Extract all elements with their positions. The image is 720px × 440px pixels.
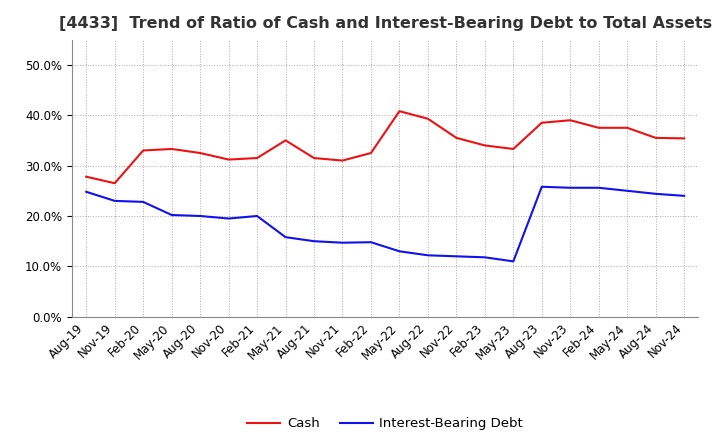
Cash bbox=[566, 117, 575, 123]
Cash bbox=[282, 138, 290, 143]
Cash bbox=[652, 135, 660, 140]
Interest-Bearing Debt bbox=[225, 216, 233, 221]
Cash bbox=[537, 120, 546, 125]
Cash bbox=[110, 180, 119, 186]
Interest-Bearing Debt bbox=[680, 193, 688, 198]
Interest-Bearing Debt bbox=[139, 199, 148, 205]
Cash bbox=[623, 125, 631, 130]
Title: [4433]  Trend of Ratio of Cash and Interest-Bearing Debt to Total Assets: [4433] Trend of Ratio of Cash and Intere… bbox=[58, 16, 712, 32]
Interest-Bearing Debt bbox=[566, 185, 575, 191]
Cash bbox=[310, 155, 318, 161]
Line: Cash: Cash bbox=[86, 111, 684, 183]
Interest-Bearing Debt bbox=[82, 189, 91, 194]
Interest-Bearing Debt bbox=[537, 184, 546, 189]
Interest-Bearing Debt bbox=[167, 213, 176, 218]
Interest-Bearing Debt bbox=[595, 185, 603, 191]
Cash bbox=[338, 158, 347, 163]
Interest-Bearing Debt bbox=[338, 240, 347, 246]
Interest-Bearing Debt bbox=[366, 239, 375, 245]
Interest-Bearing Debt bbox=[623, 188, 631, 194]
Cash bbox=[139, 148, 148, 153]
Cash bbox=[366, 150, 375, 156]
Interest-Bearing Debt bbox=[253, 213, 261, 219]
Cash bbox=[480, 143, 489, 148]
Cash bbox=[680, 136, 688, 141]
Cash bbox=[196, 150, 204, 156]
Cash bbox=[82, 174, 91, 180]
Line: Interest-Bearing Debt: Interest-Bearing Debt bbox=[86, 187, 684, 261]
Cash bbox=[253, 155, 261, 161]
Interest-Bearing Debt bbox=[423, 253, 432, 258]
Interest-Bearing Debt bbox=[452, 254, 461, 259]
Interest-Bearing Debt bbox=[110, 198, 119, 204]
Cash bbox=[395, 109, 404, 114]
Cash bbox=[595, 125, 603, 130]
Interest-Bearing Debt bbox=[282, 235, 290, 240]
Interest-Bearing Debt bbox=[652, 191, 660, 197]
Cash bbox=[167, 147, 176, 152]
Interest-Bearing Debt bbox=[480, 255, 489, 260]
Interest-Bearing Debt bbox=[395, 249, 404, 254]
Cash bbox=[509, 147, 518, 152]
Cash bbox=[452, 135, 461, 140]
Cash bbox=[225, 157, 233, 162]
Interest-Bearing Debt bbox=[196, 213, 204, 219]
Cash bbox=[423, 116, 432, 121]
Legend: Cash, Interest-Bearing Debt: Cash, Interest-Bearing Debt bbox=[242, 412, 528, 436]
Interest-Bearing Debt bbox=[509, 259, 518, 264]
Interest-Bearing Debt bbox=[310, 238, 318, 244]
